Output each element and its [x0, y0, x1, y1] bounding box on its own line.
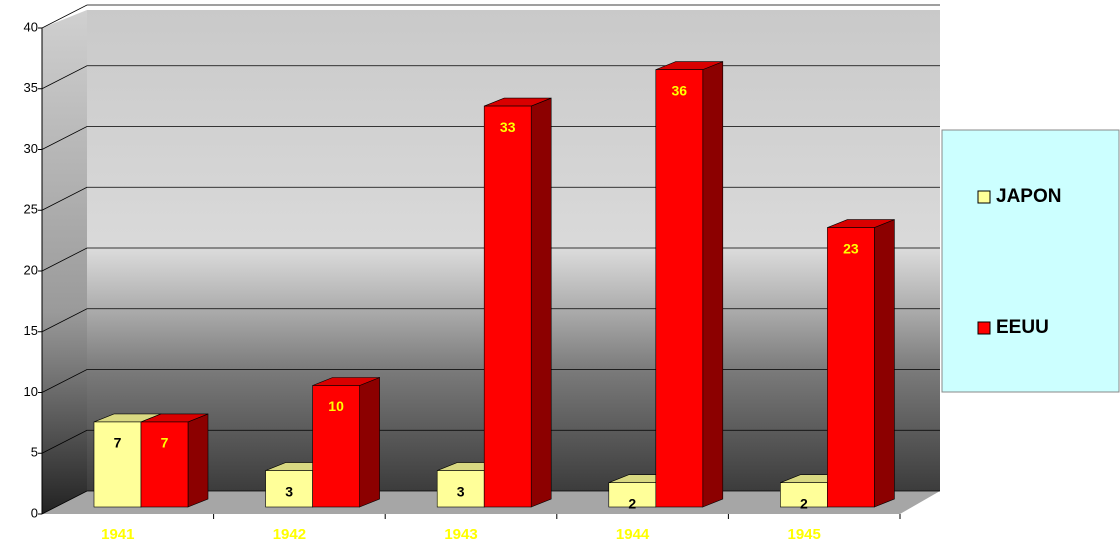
- y-tick-label: 25: [24, 202, 38, 217]
- grid-line: [41, 65, 940, 90]
- legend-swatch: [977, 321, 991, 335]
- legend: [941, 129, 1120, 393]
- bar: [827, 227, 875, 508]
- x-tick-label: 1943: [444, 526, 477, 543]
- legend-label: EEUU: [996, 317, 1049, 338]
- value-label: 36: [672, 82, 688, 98]
- x-tick-label: 1945: [788, 526, 821, 543]
- legend-swatch: [977, 190, 991, 204]
- value-label: 10: [328, 398, 344, 414]
- bar-side: [359, 377, 380, 508]
- value-label: 3: [285, 483, 293, 499]
- side-wall: [42, 10, 87, 514]
- y-tick-label: 30: [24, 141, 38, 156]
- bar: [312, 385, 360, 508]
- y-tick-label: 15: [24, 323, 38, 338]
- bar: [140, 421, 189, 508]
- bar: [93, 421, 142, 508]
- bar: [780, 482, 828, 508]
- value-label: 7: [161, 435, 169, 451]
- value-label: 33: [500, 119, 516, 135]
- value-label: 2: [628, 495, 636, 511]
- y-tick-label: 10: [24, 384, 38, 399]
- y-tick-label: 5: [31, 445, 38, 460]
- bar-side: [187, 413, 209, 508]
- value-label: 2: [800, 495, 808, 511]
- value-label: 7: [114, 435, 122, 451]
- grid-line: [41, 4, 940, 29]
- y-tick-label: 40: [24, 19, 38, 34]
- value-label: 23: [843, 240, 859, 256]
- bar: [608, 482, 657, 508]
- legend-label: JAPON: [996, 186, 1061, 207]
- x-tick-label: 1942: [273, 526, 306, 543]
- y-tick-label: 35: [24, 80, 38, 95]
- y-tick-label: 20: [24, 262, 38, 277]
- bar: [483, 105, 532, 508]
- bar-side: [530, 97, 552, 508]
- x-tick-label: 1944: [616, 526, 650, 543]
- bar-side: [702, 61, 724, 508]
- x-tick-label: 1941: [101, 526, 134, 543]
- y-tick-label: 0: [31, 505, 38, 520]
- bar-side: [874, 219, 895, 508]
- bar: [265, 470, 313, 508]
- value-label: 3: [457, 483, 465, 499]
- bar: [655, 69, 704, 508]
